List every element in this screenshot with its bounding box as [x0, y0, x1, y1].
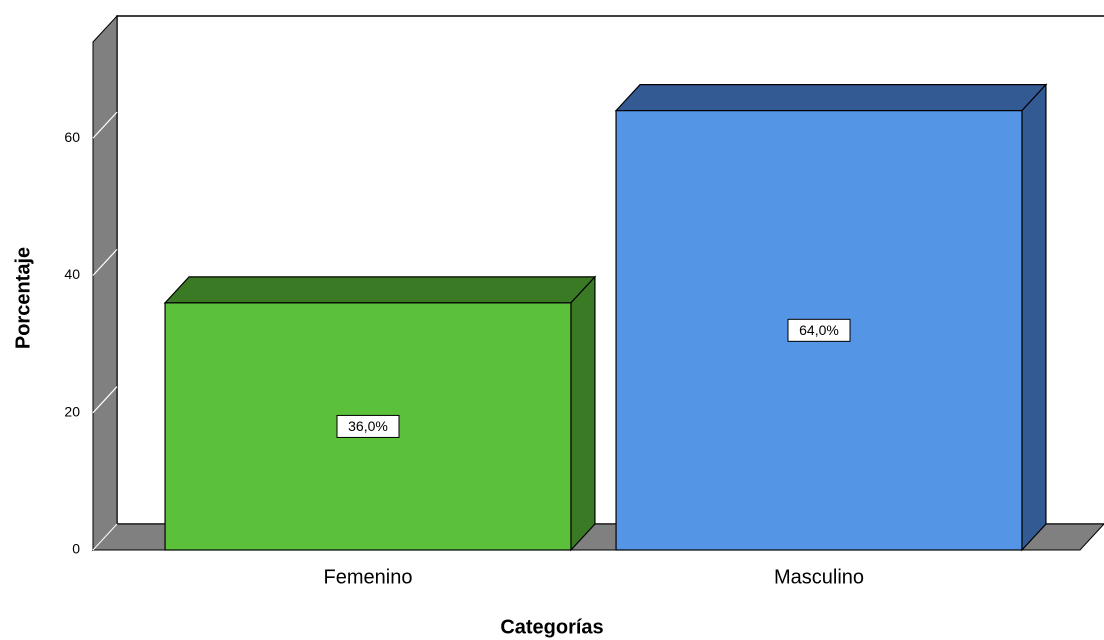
value-label-box [336, 414, 400, 438]
wall-grid-line [92, 523, 118, 551]
x-tick-label: Femenino [324, 566, 413, 588]
y-tick-label: 0 [72, 541, 80, 557]
value-label-box [787, 318, 851, 342]
y-tick-label: 20 [64, 403, 80, 419]
x-axis-title: Categorías [500, 616, 603, 638]
y-tick-label: 40 [64, 266, 80, 282]
y-axis-title: Porcentaje [12, 247, 34, 349]
value-label: 64,0% [799, 322, 839, 338]
bar-top [614, 84, 1048, 112]
x-tick-label: Masculino [774, 566, 864, 588]
wall-grid-line [92, 248, 118, 276]
wall-grid-line [92, 111, 118, 139]
bar-side [1021, 83, 1047, 552]
wall-grid-line [92, 386, 118, 414]
left-wall [92, 14, 118, 552]
y-tick-label: 60 [64, 129, 80, 145]
bar-side [570, 275, 596, 552]
bar-top [163, 276, 597, 304]
value-label: 36,0% [348, 418, 388, 434]
